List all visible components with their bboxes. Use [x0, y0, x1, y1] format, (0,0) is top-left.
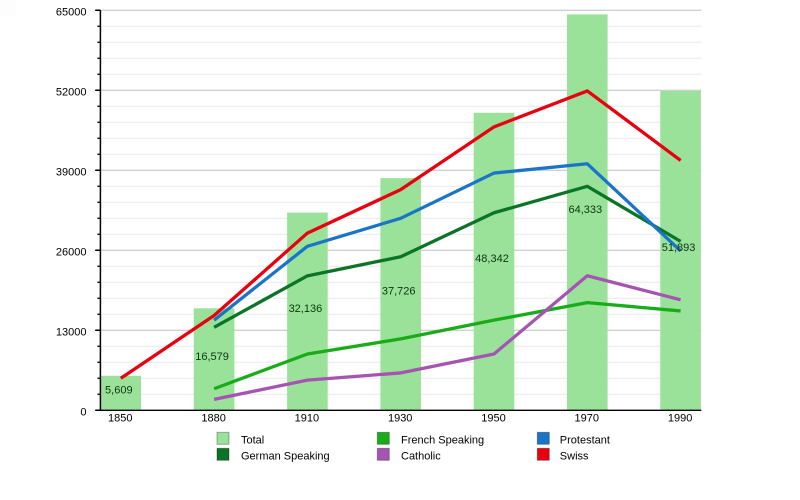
svg-text:1970: 1970: [575, 413, 599, 425]
svg-text:French Speaking: French Speaking: [401, 435, 484, 447]
svg-text:52000: 52000: [56, 87, 87, 99]
svg-text:1990: 1990: [668, 413, 692, 425]
svg-text:48,342: 48,342: [475, 253, 509, 265]
svg-text:5,609: 5,609: [105, 385, 133, 397]
svg-text:0: 0: [80, 407, 86, 419]
svg-text:51,893: 51,893: [662, 242, 696, 254]
svg-text:13000: 13000: [56, 327, 87, 339]
svg-text:39000: 39000: [56, 167, 87, 179]
svg-text:1880: 1880: [201, 413, 225, 425]
svg-text:1930: 1930: [388, 413, 412, 425]
svg-text:Total: Total: [241, 435, 264, 447]
svg-text:26000: 26000: [56, 247, 87, 259]
svg-text:16,579: 16,579: [195, 351, 229, 363]
svg-text:64,333: 64,333: [568, 204, 602, 216]
svg-text:1850: 1850: [108, 413, 132, 425]
svg-text:German Speaking: German Speaking: [241, 451, 330, 463]
svg-text:1950: 1950: [481, 413, 505, 425]
svg-text:Swiss: Swiss: [560, 451, 589, 463]
svg-text:32,136: 32,136: [289, 303, 323, 315]
svg-text:Protestant: Protestant: [560, 435, 610, 447]
svg-text:65000: 65000: [56, 7, 87, 19]
svg-text:37,726: 37,726: [382, 286, 416, 298]
svg-text:Catholic: Catholic: [401, 451, 441, 463]
svg-text:1910: 1910: [295, 413, 319, 425]
